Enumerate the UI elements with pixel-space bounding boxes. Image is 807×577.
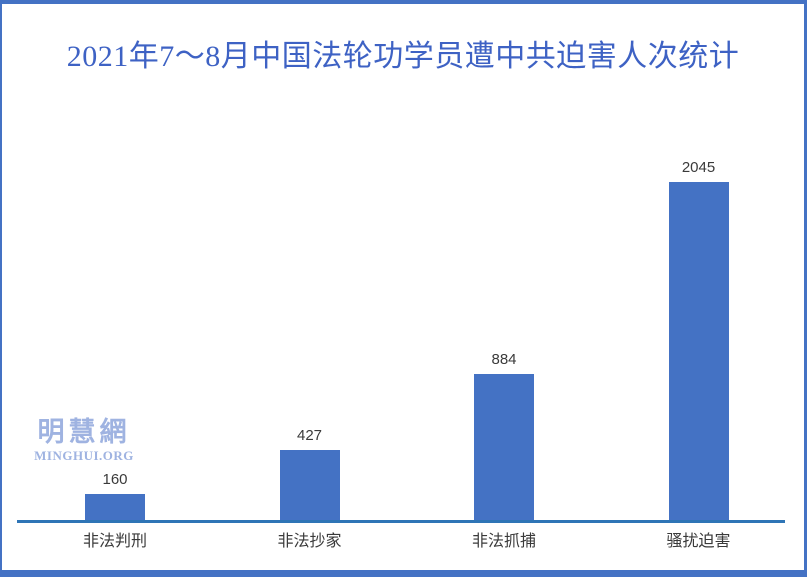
bar-value-label: 2045 — [681, 159, 716, 176]
bar-非法抓捕 — [474, 374, 534, 521]
minghui-watermark: 明慧網 MINGHUI.ORG — [24, 417, 144, 463]
bar-非法抄家 — [279, 450, 340, 521]
bar-value-label: 427 — [296, 427, 323, 444]
bottom-accent-bar — [2, 570, 804, 577]
bar-非法判刑 — [85, 494, 145, 521]
bar-value-label: 884 — [491, 351, 517, 368]
x-axis-line — [17, 520, 785, 523]
plot-area: 160 非法判刑 427 非法抄家 884 非法抓捕 2045 骚扰迫害 — [2, 4, 804, 577]
watermark-cjk-text: 明慧網 — [37, 417, 131, 447]
bar-骚扰迫害 — [668, 182, 729, 521]
x-axis-label: 非法抄家 — [277, 533, 342, 550]
x-axis-label: 非法判刑 — [82, 533, 147, 550]
x-axis-label: 非法抓捕 — [471, 533, 536, 550]
chart-title: 2021年7～8月中国法轮功学员遭中共迫害人次统计 — [66, 40, 740, 73]
watermark-latin-text: MINGHUI.ORG — [34, 447, 134, 463]
x-axis-label: 骚扰迫害 — [666, 533, 731, 550]
bar-value-label: 160 — [102, 471, 128, 488]
